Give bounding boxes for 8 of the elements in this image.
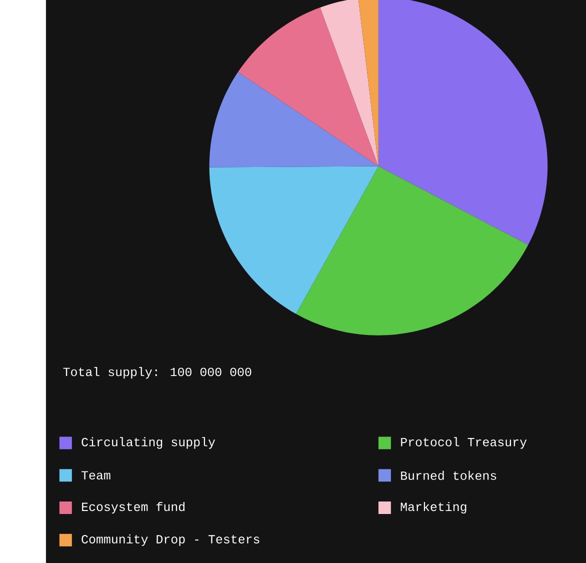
legend-label: Team — [82, 471, 110, 480]
legend-label: Marketing — [400, 502, 466, 514]
legend-label: Community Drop - Testers — [82, 534, 260, 546]
legend-label: Ecosystem fund — [82, 502, 185, 514]
text: Total supply: 100 000 000 — [63, 366, 252, 379]
legend-label: Protocol Treasury — [401, 437, 527, 449]
legend-label: Circulating supply — [82, 437, 216, 449]
legend-label: Burned tokens — [401, 470, 496, 480]
